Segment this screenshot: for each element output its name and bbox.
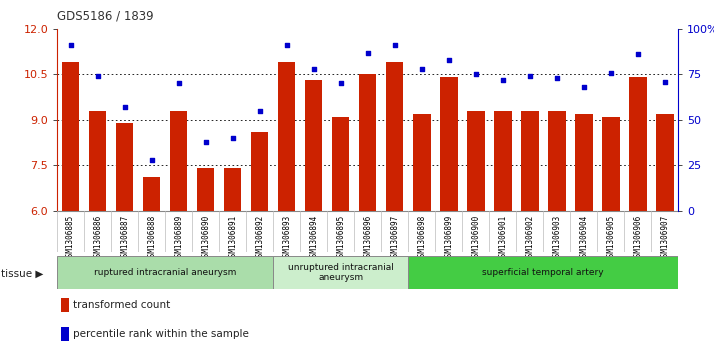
Point [254, 108, 266, 114]
Point [551, 75, 563, 81]
Text: GSM1306906: GSM1306906 [633, 215, 643, 261]
Bar [89, 111, 106, 211]
Text: GSM1306893: GSM1306893 [282, 215, 291, 261]
Bar [359, 74, 376, 211]
Text: GSM1306885: GSM1306885 [66, 215, 75, 261]
Bar [251, 132, 268, 211]
Text: GSM1306899: GSM1306899 [444, 215, 453, 261]
Text: GSM1306904: GSM1306904 [579, 215, 588, 261]
Bar [467, 111, 485, 211]
Bar [386, 62, 403, 211]
Text: transformed count: transformed count [73, 300, 170, 310]
Bar [116, 123, 134, 211]
Point [281, 42, 293, 48]
Text: GSM1306907: GSM1306907 [660, 215, 669, 261]
Bar [602, 117, 620, 211]
Text: GSM1306903: GSM1306903 [552, 215, 561, 261]
Point [389, 42, 401, 48]
Point [308, 66, 319, 72]
Point [497, 77, 508, 83]
Point [146, 157, 157, 163]
Point [200, 139, 211, 144]
Text: GSM1306897: GSM1306897 [391, 215, 399, 261]
Text: ruptured intracranial aneurysm: ruptured intracranial aneurysm [94, 268, 236, 277]
Text: GSM1306888: GSM1306888 [147, 215, 156, 261]
Bar [197, 168, 214, 211]
Point [524, 73, 536, 79]
Bar [62, 62, 79, 211]
Point [173, 81, 184, 86]
Point [119, 104, 131, 110]
Bar [305, 81, 323, 211]
Text: unruptured intracranial
aneurysm: unruptured intracranial aneurysm [288, 262, 393, 282]
Text: GDS5186 / 1839: GDS5186 / 1839 [57, 9, 154, 22]
Bar [273, 256, 408, 289]
Point [92, 73, 104, 79]
Bar [170, 111, 188, 211]
Point [632, 52, 643, 57]
Text: GSM1306895: GSM1306895 [336, 215, 345, 261]
Point [335, 81, 346, 86]
Text: GSM1306901: GSM1306901 [498, 215, 507, 261]
Bar [629, 77, 647, 211]
Text: GSM1306905: GSM1306905 [606, 215, 615, 261]
Text: GSM1306889: GSM1306889 [174, 215, 183, 261]
Text: GSM1306892: GSM1306892 [255, 215, 264, 261]
Bar [57, 256, 273, 289]
Bar [278, 62, 296, 211]
Bar [440, 77, 458, 211]
Point [65, 42, 76, 48]
Bar [413, 114, 431, 211]
Text: GSM1306902: GSM1306902 [526, 215, 534, 261]
Point [416, 66, 428, 72]
Text: tissue ▶: tissue ▶ [1, 269, 44, 279]
Bar [575, 114, 593, 211]
Text: superficial temporal artery: superficial temporal artery [483, 268, 604, 277]
Point [605, 70, 616, 76]
Text: GSM1306886: GSM1306886 [93, 215, 102, 261]
Text: percentile rank within the sample: percentile rank within the sample [73, 329, 248, 339]
Bar [494, 111, 511, 211]
Point [659, 79, 670, 85]
Bar [656, 114, 673, 211]
Bar [332, 117, 349, 211]
Text: GSM1306890: GSM1306890 [201, 215, 210, 261]
Text: GSM1306887: GSM1306887 [120, 215, 129, 261]
Point [443, 57, 454, 63]
Bar [548, 111, 565, 211]
Point [362, 50, 373, 56]
Text: GSM1306896: GSM1306896 [363, 215, 372, 261]
Text: GSM1306898: GSM1306898 [417, 215, 426, 261]
Text: GSM1306894: GSM1306894 [309, 215, 318, 261]
Bar [408, 256, 678, 289]
Point [227, 135, 238, 141]
Text: GSM1306891: GSM1306891 [228, 215, 237, 261]
Point [578, 84, 590, 90]
Bar [521, 111, 538, 211]
Bar [143, 177, 161, 211]
Bar [224, 168, 241, 211]
Point [470, 72, 481, 77]
Text: GSM1306900: GSM1306900 [471, 215, 481, 261]
